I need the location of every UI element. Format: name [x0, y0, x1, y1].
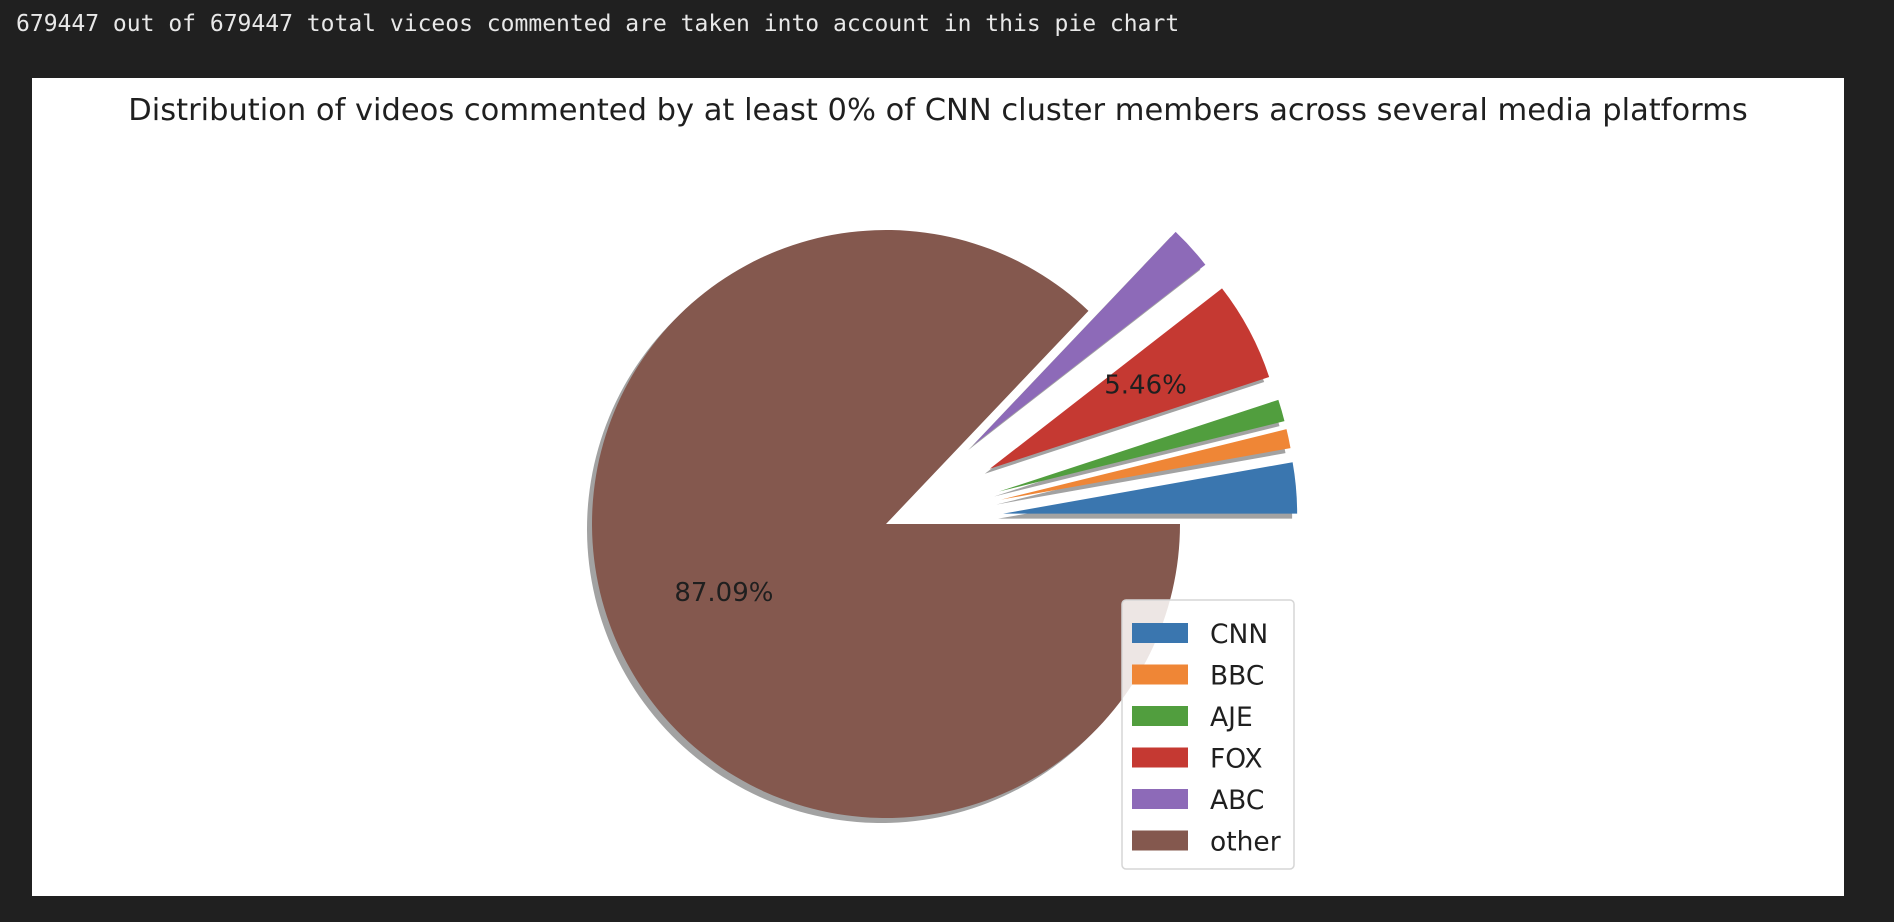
pie-wedge-abc: [973, 231, 1206, 446]
legend-label-fox: FOX: [1210, 744, 1263, 775]
pie-label-other: 87.09%: [674, 578, 773, 608]
legend-swatch-cnn: [1132, 623, 1188, 643]
pie-wedge-cnn: [1003, 462, 1298, 514]
pie-wedge-other: [592, 229, 1180, 818]
legend-swatch-other: [1132, 830, 1188, 851]
chart-title: Distribution of videos commented by at l…: [128, 93, 1747, 128]
legend-label-bbc: BBC: [1210, 661, 1264, 692]
legend-label-abc: ABC: [1210, 785, 1264, 816]
pie-labels: 5.46% 87.09%: [674, 370, 1187, 608]
pie-wedge-fox: [989, 288, 1270, 469]
legend-label-cnn: CNN: [1210, 619, 1268, 650]
legend-swatch-abc: [1132, 789, 1188, 809]
pie-label-fox: 5.46%: [1104, 370, 1187, 400]
chart-figure: Distribution of videos commented by at l…: [32, 78, 1844, 896]
legend-swatch-bbc: [1132, 664, 1188, 685]
pie-wedge-bbc: [1001, 429, 1291, 500]
legend-label-other: other: [1210, 827, 1281, 858]
legend-swatch-fox: [1132, 747, 1188, 768]
pie-wedges: [592, 229, 1298, 818]
pie-chart: Distribution of videos commented by at l…: [128, 93, 1748, 870]
legend-label-aje: AJE: [1210, 702, 1253, 733]
chart-legend: CNN BBC AJE FOX ABC other: [1121, 599, 1295, 870]
pie-wedge-aje: [999, 399, 1285, 492]
output-summary-text: 679447 out of 679447 total viceos commen…: [16, 11, 1180, 37]
legend-swatch-aje: [1132, 706, 1188, 726]
